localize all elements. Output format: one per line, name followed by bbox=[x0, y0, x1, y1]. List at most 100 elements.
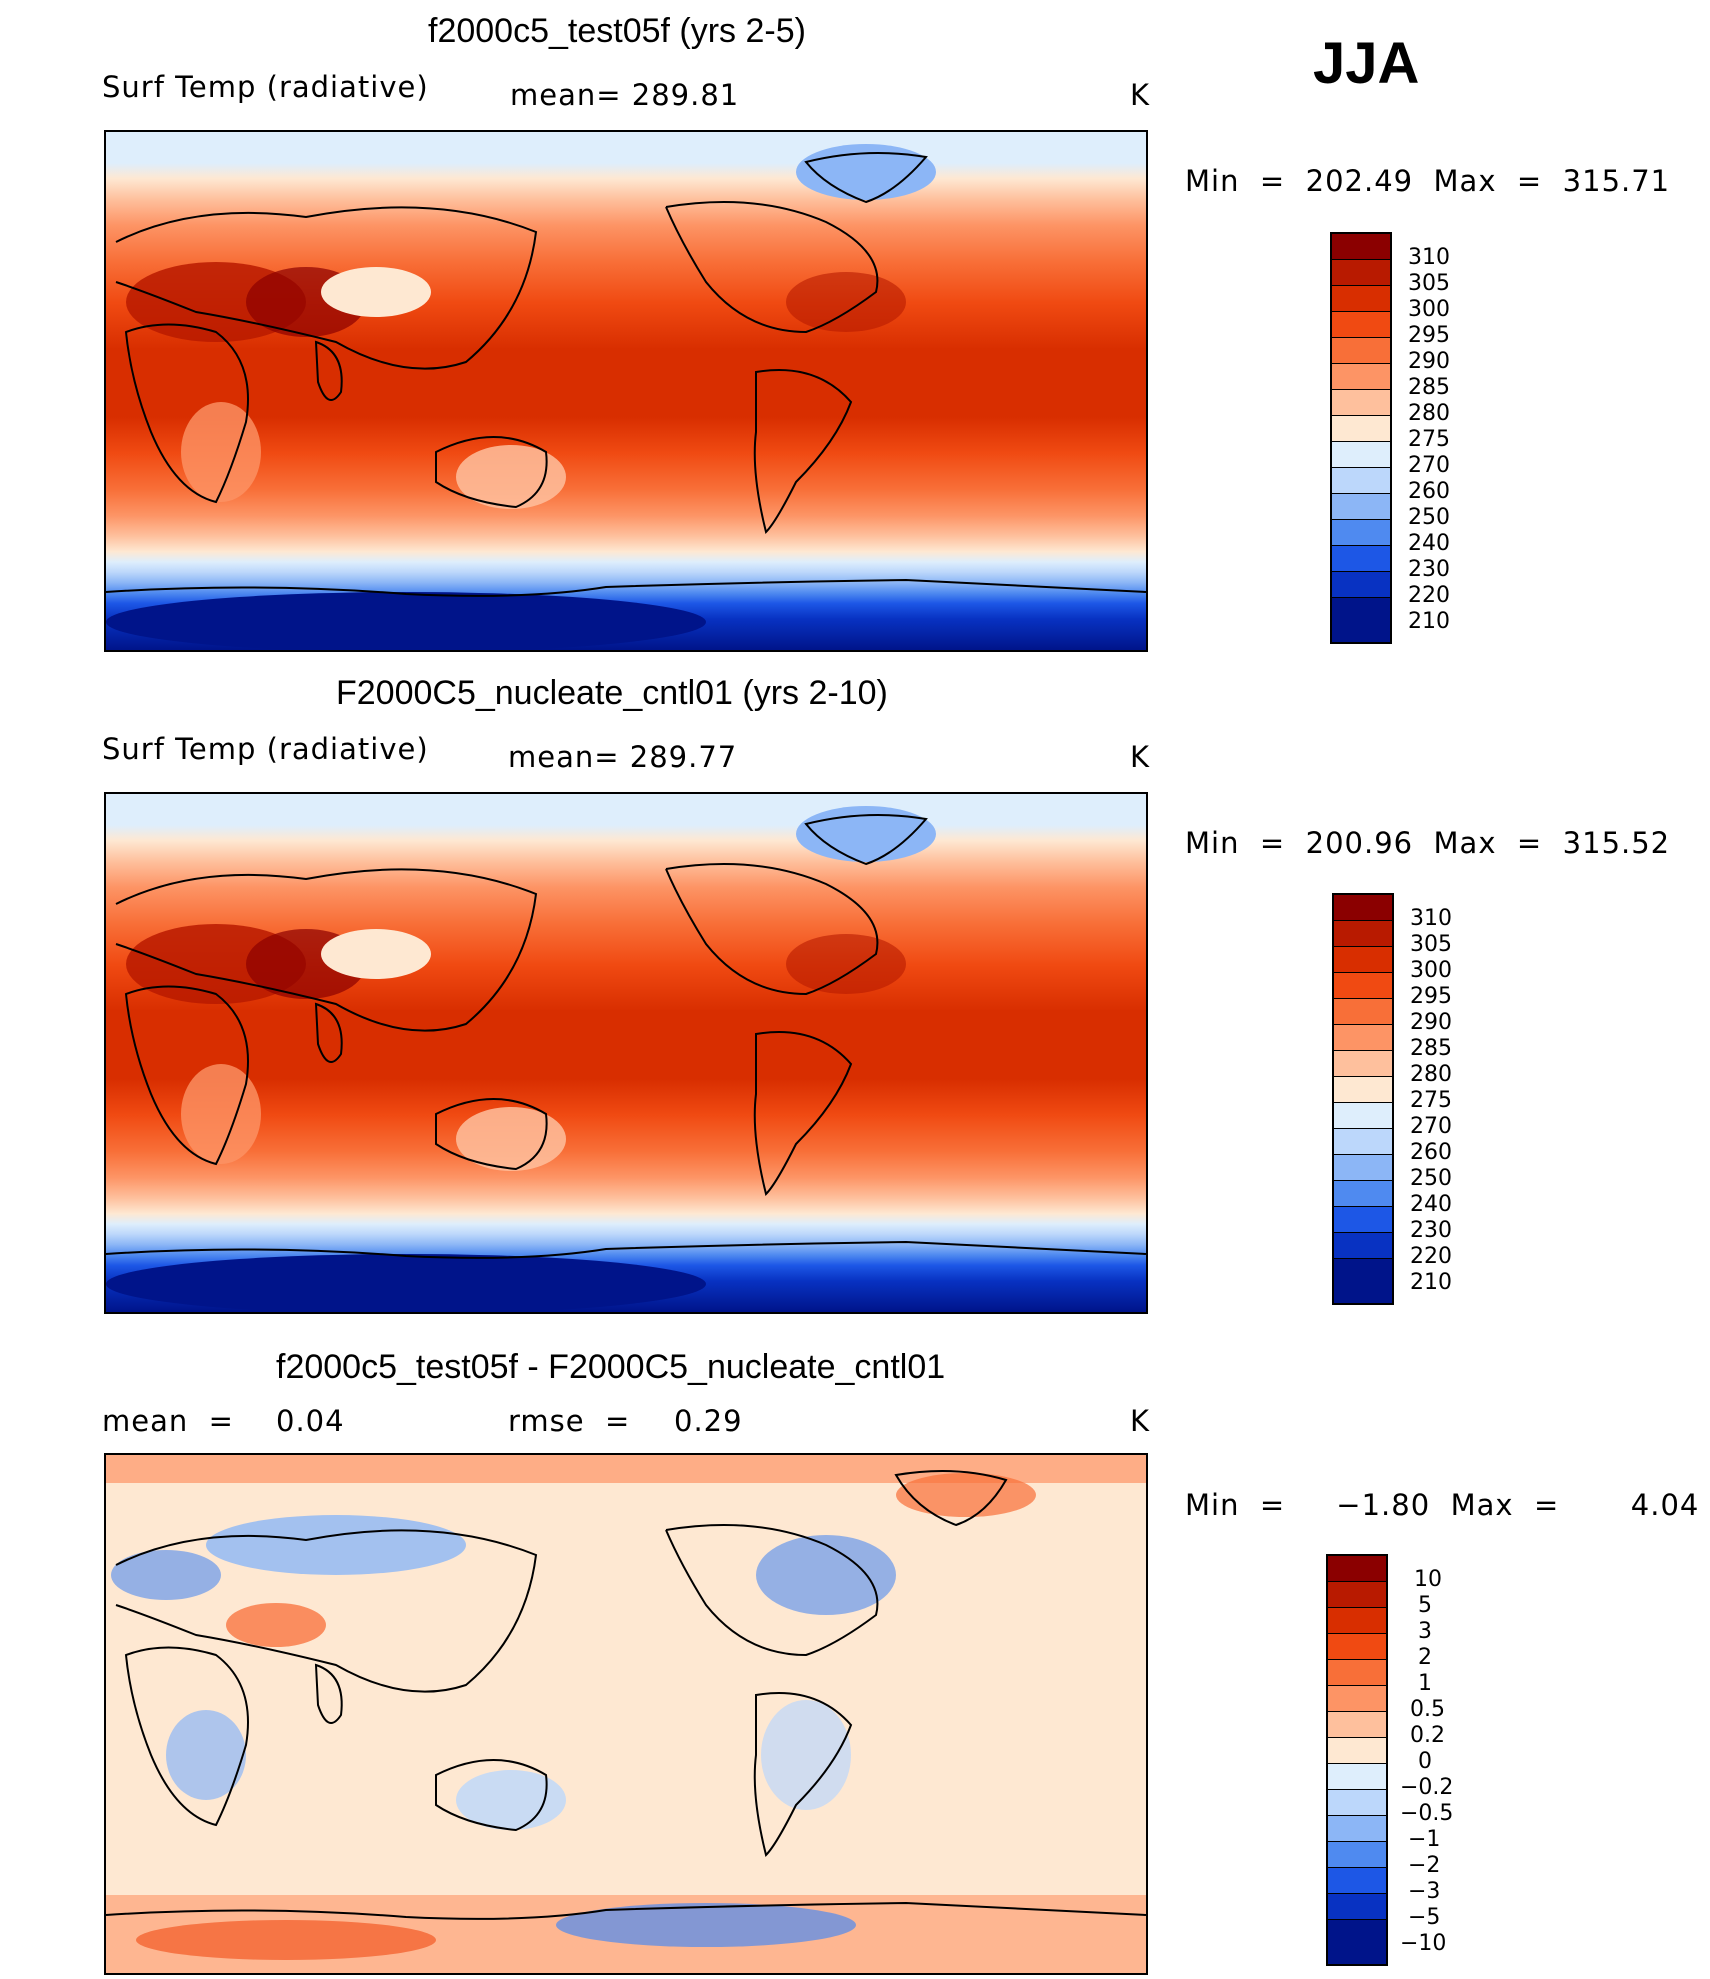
panel1-coast-australia bbox=[435, 436, 548, 509]
panel1-coast-samerica bbox=[753, 369, 853, 534]
panel1-title: f2000c5_test05f (yrs 2-5) bbox=[428, 12, 806, 50]
panel1-tick-0: 310 bbox=[1408, 245, 1450, 270]
panel3-swatch-4 bbox=[1328, 1660, 1386, 1686]
panel2-swatch-12 bbox=[1334, 1207, 1392, 1233]
panel2-swatch-14 bbox=[1334, 1259, 1392, 1303]
panel3-antarctic-warm bbox=[136, 1920, 436, 1960]
panel2-colorbar bbox=[1332, 893, 1394, 1305]
panel1-tick-5: 285 bbox=[1408, 375, 1450, 400]
panel3-tick-12: −3 bbox=[1408, 1879, 1441, 1904]
panel1-tick-12: 230 bbox=[1408, 557, 1450, 582]
panel3-tick-2: 3 bbox=[1418, 1619, 1432, 1644]
panel2-coast-greenland bbox=[804, 814, 928, 866]
panel1-coast-namerica bbox=[665, 201, 879, 334]
season-label: JJA bbox=[1313, 31, 1420, 96]
panel3-map bbox=[104, 1453, 1148, 1975]
panel3-middleeast-warm bbox=[226, 1603, 326, 1647]
panel3-australia-cool bbox=[456, 1770, 566, 1830]
panel2-australia bbox=[456, 1107, 566, 1171]
panel3-swatch-5 bbox=[1328, 1686, 1386, 1712]
panel3-title: f2000c5_test05f - F2000C5_nucleate_cntl0… bbox=[276, 1348, 946, 1386]
panel1-australia bbox=[456, 445, 566, 509]
panel1-swatch-11 bbox=[1332, 520, 1390, 546]
panel1-coast-africa bbox=[124, 323, 249, 504]
panel1-swatch-8 bbox=[1332, 442, 1390, 468]
panel2-units: K bbox=[1130, 740, 1151, 774]
panel3-swatch-3 bbox=[1328, 1634, 1386, 1660]
panel2-coast-australia bbox=[435, 1098, 548, 1171]
panel3-tick-0: 10 bbox=[1414, 1567, 1442, 1592]
panel2-coast-eurasia bbox=[115, 868, 538, 1032]
panel1-minmax: Min = 202.49 Max = 315.71 bbox=[1185, 164, 1671, 198]
panel2-tibet-cool bbox=[321, 929, 431, 979]
panel1-tibet-cool bbox=[321, 267, 431, 317]
panel3-swatch-6 bbox=[1328, 1712, 1386, 1738]
panel1-tick-14: 210 bbox=[1408, 609, 1450, 634]
panel1-tick-4: 290 bbox=[1408, 349, 1450, 374]
panel1-swatch-2 bbox=[1332, 286, 1390, 312]
panel1-coast-greenland bbox=[804, 152, 928, 204]
panel3-antarctic-cool bbox=[556, 1903, 856, 1947]
panel3-coast-antarctica bbox=[106, 1901, 1146, 1920]
panel1-tick-6: 280 bbox=[1408, 401, 1450, 426]
panel1-tick-1: 305 bbox=[1408, 271, 1450, 296]
panel2-coast-antarctica bbox=[106, 1240, 1146, 1259]
panel3-europe-cool bbox=[111, 1550, 221, 1600]
panel2-tick-12: 230 bbox=[1410, 1218, 1452, 1243]
panel3-coast-eurasia bbox=[115, 1529, 538, 1693]
panel2-swatch-7 bbox=[1334, 1077, 1392, 1103]
panel2-coast-india bbox=[314, 1002, 343, 1063]
panel3-tick-8: −0.2 bbox=[1400, 1775, 1454, 1800]
panel3-swatch-9 bbox=[1328, 1790, 1386, 1816]
panel2-namerica-hot bbox=[786, 934, 906, 994]
panel1-tick-11: 240 bbox=[1408, 531, 1450, 556]
panel1-field bbox=[106, 132, 1146, 650]
panel3-greenland-warm bbox=[896, 1473, 1036, 1517]
panel1-coast-india bbox=[314, 340, 343, 401]
panel2-variable: Surf Temp (radiative) bbox=[102, 732, 429, 766]
panel3-tick-10: −1 bbox=[1408, 1827, 1441, 1852]
panel1-antarctica bbox=[106, 592, 706, 650]
panel1-map bbox=[104, 130, 1148, 652]
panel3-swatch-12 bbox=[1328, 1868, 1386, 1894]
panel3-rmse-value: 0.29 bbox=[674, 1404, 743, 1438]
panel1-tick-8: 270 bbox=[1408, 453, 1450, 478]
panel2-swatch-6 bbox=[1334, 1051, 1392, 1077]
panel3-tick-3: 2 bbox=[1418, 1645, 1432, 1670]
panel3-tick-1: 5 bbox=[1418, 1593, 1432, 1618]
panel1-coast-eurasia bbox=[115, 206, 538, 370]
panel3-mean-value: 0.04 bbox=[276, 1404, 345, 1438]
panel1-swatch-12 bbox=[1332, 546, 1390, 572]
panel3-swatch-1 bbox=[1328, 1582, 1386, 1608]
panel2-coast-namerica bbox=[665, 863, 879, 996]
panel3-tick-14: −10 bbox=[1400, 1931, 1447, 1956]
panel1-mean: mean= 289.81 bbox=[510, 78, 740, 112]
panel3-samerica-mixed bbox=[761, 1700, 851, 1810]
panel2-swatch-1 bbox=[1334, 921, 1392, 947]
panel1-africa-south bbox=[181, 402, 261, 502]
panel2-mean: mean= 289.77 bbox=[508, 740, 738, 774]
panel2-swatch-8 bbox=[1334, 1103, 1392, 1129]
panel2-coast-samerica bbox=[753, 1031, 853, 1196]
panel1-swatch-10 bbox=[1332, 494, 1390, 520]
panel2-swatch-13 bbox=[1334, 1233, 1392, 1259]
panel1-tick-9: 260 bbox=[1408, 479, 1450, 504]
panel2-antarctica bbox=[106, 1254, 706, 1312]
panel1-tick-2: 300 bbox=[1408, 297, 1450, 322]
panel2-tick-8: 270 bbox=[1410, 1114, 1452, 1139]
panel3-coast-africa bbox=[124, 1646, 249, 1827]
panel2-swatch-5 bbox=[1334, 1025, 1392, 1051]
panel3-coast-samerica bbox=[753, 1692, 853, 1857]
panel3-swatch-0 bbox=[1328, 1556, 1386, 1582]
panel1-swatch-5 bbox=[1332, 364, 1390, 390]
panel2-africa-south bbox=[181, 1064, 261, 1164]
panel3-swatch-13 bbox=[1328, 1894, 1386, 1920]
panel2-swatch-10 bbox=[1334, 1155, 1392, 1181]
panel3-eurasia-cool bbox=[206, 1515, 466, 1575]
panel1-tick-13: 220 bbox=[1408, 583, 1450, 608]
panel1-variable: Surf Temp (radiative) bbox=[102, 70, 429, 104]
panel3-minmax: Min = −1.80 Max = 4.04 bbox=[1185, 1488, 1700, 1522]
panel3-colorbar bbox=[1326, 1554, 1388, 1966]
panel3-coast-greenland bbox=[894, 1470, 1008, 1527]
panel2-tick-10: 250 bbox=[1410, 1166, 1452, 1191]
